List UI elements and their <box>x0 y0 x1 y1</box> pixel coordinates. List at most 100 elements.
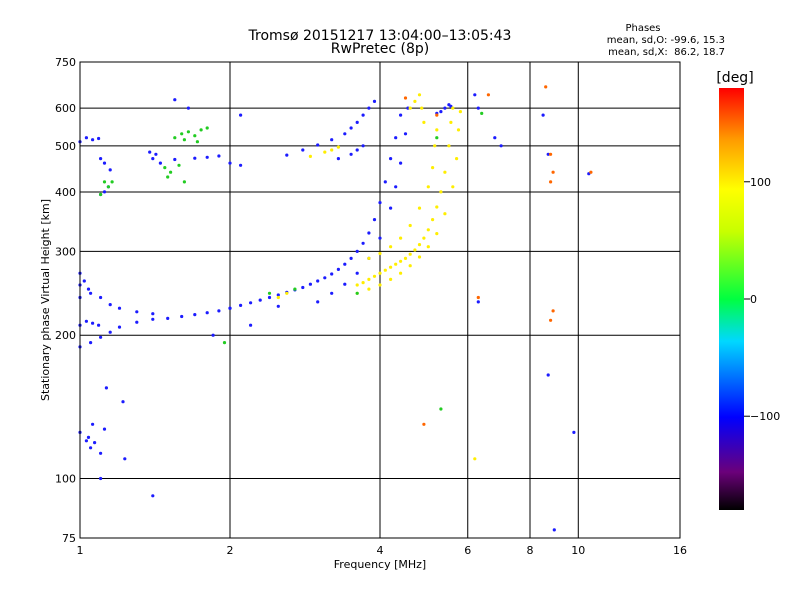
data-point <box>389 277 393 281</box>
data-point <box>106 185 110 189</box>
data-point <box>476 295 480 300</box>
data-point <box>378 271 382 275</box>
data-point <box>343 262 347 266</box>
data-point <box>367 106 371 110</box>
stats-line-o: mean, sd,O: -99.6, 15.3 <box>607 35 725 46</box>
data-point <box>86 287 91 291</box>
data-point <box>217 309 221 313</box>
colorbar-tick-label: −100 <box>750 410 780 423</box>
data-point <box>549 318 553 322</box>
data-point <box>439 190 443 194</box>
data-point <box>91 321 95 325</box>
data-point <box>102 180 107 184</box>
data-point <box>378 251 382 256</box>
data-point <box>195 140 199 144</box>
data-point <box>343 282 347 286</box>
data-point <box>308 282 312 286</box>
data-point <box>408 106 412 110</box>
data-point <box>91 138 95 142</box>
data-point <box>239 113 243 117</box>
data-point <box>316 279 320 283</box>
data-point <box>435 113 439 117</box>
data-point <box>552 528 556 532</box>
data-point <box>267 291 272 295</box>
data-point <box>389 157 393 161</box>
data-point <box>205 126 209 130</box>
data-point <box>82 279 86 283</box>
data-point <box>372 99 377 103</box>
data-point <box>180 132 184 136</box>
data-point <box>431 166 435 170</box>
grid-lines <box>80 62 680 538</box>
data-point <box>173 157 177 162</box>
data-point <box>551 170 555 174</box>
data-point <box>99 192 103 197</box>
data-point <box>435 205 439 209</box>
data-point <box>451 185 455 189</box>
data-point <box>102 427 107 431</box>
data-point <box>435 232 439 236</box>
data-point <box>447 144 451 148</box>
data-point <box>84 439 88 443</box>
data-point <box>108 303 112 307</box>
data-point <box>285 291 289 295</box>
data-point <box>193 156 197 160</box>
y-tick-label: 300 <box>55 245 76 258</box>
data-point <box>173 98 177 102</box>
y-tick-label: 100 <box>55 473 76 486</box>
data-point <box>193 134 197 138</box>
data-point <box>89 446 93 450</box>
data-point <box>349 126 353 130</box>
data-point <box>399 236 403 240</box>
data-point <box>349 152 353 156</box>
stats-line-x: mean, sd,X: 86.2, 18.7 <box>608 47 725 58</box>
data-point <box>211 333 215 337</box>
data-point <box>97 323 101 327</box>
data-point <box>417 255 422 259</box>
data-point <box>193 313 197 317</box>
data-point <box>308 154 312 158</box>
data-point <box>173 136 177 140</box>
data-point <box>439 110 443 114</box>
data-point <box>99 335 103 339</box>
data-point <box>117 325 122 329</box>
data-point <box>102 161 107 165</box>
data-point <box>123 457 127 461</box>
data-point <box>135 310 139 314</box>
data-point <box>417 243 422 247</box>
data-point <box>99 295 103 300</box>
data-point <box>408 264 412 268</box>
data-point <box>473 457 477 461</box>
x-axis-label: Frequency [MHz] <box>334 558 426 571</box>
data-point <box>330 272 334 276</box>
data-point <box>151 157 155 161</box>
data-point <box>99 157 103 161</box>
data-point <box>435 136 439 140</box>
data-point <box>239 163 243 167</box>
y-tick-label: 750 <box>55 56 76 69</box>
data-point <box>355 271 359 275</box>
data-point <box>378 201 382 205</box>
data-point <box>148 150 152 154</box>
data-point <box>458 110 462 114</box>
data-point <box>417 93 422 97</box>
data-point <box>589 170 593 174</box>
data-point <box>367 277 371 281</box>
plot-frame <box>79 61 681 539</box>
data-point <box>546 373 550 377</box>
data-point <box>163 166 167 170</box>
y-axis-ticks: 75 100 200 300 400 500 600 750 <box>55 56 76 545</box>
data-point <box>336 267 340 271</box>
data-point <box>151 312 155 316</box>
data-point <box>422 236 426 240</box>
data-point <box>399 113 403 117</box>
stats-title: Phases <box>625 23 660 34</box>
data-point <box>403 256 408 260</box>
x-axis-ticks: 1 2 4 6 8 10 16 <box>77 544 688 557</box>
data-point <box>426 228 430 232</box>
data-point <box>549 152 553 156</box>
x-tick-label: 1 <box>77 544 84 557</box>
data-point <box>389 245 393 249</box>
colorbar-tick-label: 100 <box>750 176 771 189</box>
data-point <box>349 256 353 260</box>
